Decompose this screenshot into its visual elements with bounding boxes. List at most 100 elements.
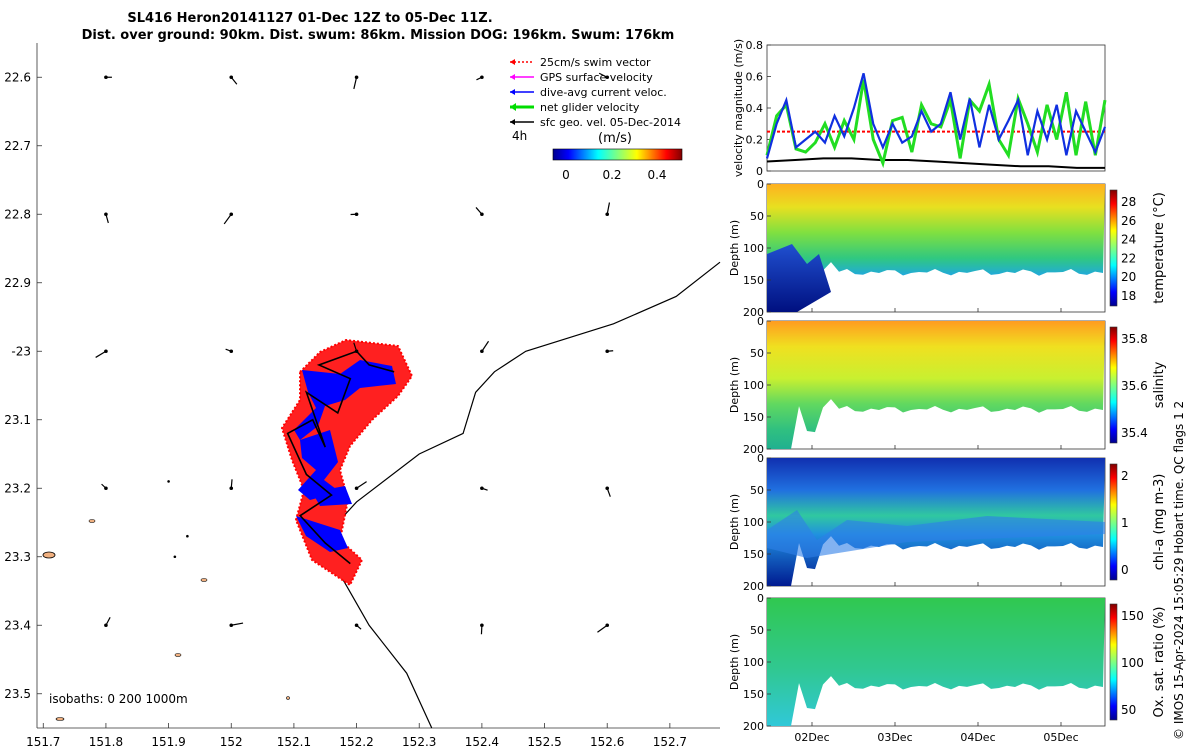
map-x-tick-label: 152.4 [465,735,499,749]
colorbar-tick-label: 100 [1121,656,1144,670]
map-y-tick-label: 22.7 [4,139,31,153]
map-x-tick-label: 152 [220,735,243,749]
colorbar-tick-label: 1 [1121,516,1129,530]
map-x-tick-label: 152.2 [339,735,373,749]
velocity-y-tick-label: 0 [756,165,763,178]
colorbar-tick-label: 28 [1121,195,1136,209]
figure-title-line2: Dist. over ground: 90km. Dist. swum: 86k… [82,28,675,43]
geo-velocity-arrowhead [355,75,359,79]
geo-velocity-arrowhead [605,623,609,627]
section-y-tick-label: 0 [757,452,764,465]
geo-velocity-arrowhead [104,75,108,79]
map-y-tick-label: 23.5 [4,687,31,701]
colorbar-tick: 0 [562,168,570,182]
geo-velocity-arrowhead [355,486,359,490]
section-y-tick-label: 0 [757,592,764,605]
map-x-tick-label: 152.6 [590,735,624,749]
reef-outline [89,520,95,523]
section-x-tick-label: 02Dec [794,731,829,744]
section-colorbar-label: salinity [1152,361,1167,408]
section-ylabel: Depth (m) [728,634,741,690]
reef-outline [175,654,181,657]
section-ylabel: Depth (m) [728,357,741,413]
legend-item-geo: sfc geo. vel. 05-Dec-2014 [510,116,681,129]
section-colorbar-label: Ox. sat. ratio (%) [1152,607,1167,718]
legend-label: GPS surface velocity [540,71,653,84]
geo-velocity-arrowhead [229,623,233,627]
section-ylabel: Depth (m) [728,220,741,276]
velocity-panel: 0 0.2 0.4 0.6 0.8 velocity magnitude (m/s) [732,39,1105,178]
colorbar-tick-label: 26 [1121,214,1136,228]
isobath-label: isobaths: 0 200 1000m [49,692,188,706]
map-y-tick-label: 23.2 [4,481,31,495]
geo-velocity-arrowhead [355,623,359,627]
velocity-y-tick-label: 0.4 [746,102,764,115]
velocity-y-tick-label: 0.2 [746,134,764,147]
map-x-tick-label: 152.1 [277,735,311,749]
section-x-tick-label: 05Dec [1043,731,1078,744]
colorbar-tick-label: 0 [1121,563,1129,577]
geo-velocity-arrowhead [229,486,233,490]
map-x-tick-label: 151.9 [151,735,185,749]
geo-velocity-point [481,624,484,627]
map-y-tick-label: 23.4 [4,618,31,632]
legend-label: dive-avg current veloc. [540,86,667,99]
section-y-tick-label: 150 [743,411,764,424]
section-y-tick-label: 100 [743,242,764,255]
section-colorbar-label: chl-a (mg m-3) [1152,474,1167,571]
colorbar-tick-label: 35.6 [1121,379,1148,393]
geo-velocity-point [174,555,177,558]
geo-velocity-arrowhead [480,349,484,353]
map-y-tick-label: 22.6 [4,70,31,84]
isobath-line [325,262,720,728]
geo-velocity-arrowhead [355,212,359,216]
section-y-tick-label: 100 [743,516,764,529]
map-legend: 25cm/s swim vector GPS surface velocity … [510,56,682,182]
colorbar-tick-label: 24 [1121,233,1136,247]
section-y-tick-label: 100 [743,656,764,669]
geo-velocity-arrowhead [229,349,233,353]
map-x-tick-label: 152.7 [653,735,687,749]
colorbar-title: (m/s) [598,131,632,146]
speed-colorbar [553,149,682,160]
section-y-tick-label: 50 [750,624,764,637]
geo-velocity-arrowhead [104,349,108,353]
legend-time-scale: 4h [512,129,527,143]
geo-velocity-arrow [607,202,609,214]
map-x-tick-label: 151.7 [26,735,60,749]
geo-velocity-arrowhead [104,486,108,490]
geo-velocity-point [167,480,170,483]
reef-outline [201,579,207,582]
section-y-tick-label: 150 [743,688,764,701]
section-x-tick-label: 04Dec [960,731,995,744]
velocity-y-tick-label: 0.8 [746,39,764,52]
section-y-tick-label: 50 [750,347,764,360]
geo-velocity-arrowhead [605,212,609,216]
colorbar-tick: 0.4 [647,168,666,182]
legend-item-gps: GPS surface velocity [510,71,653,84]
geo-velocity-arrow [354,77,357,89]
figure-title-line1: SL416 Heron20141127 01-Dec 12Z to 05-Dec… [127,11,492,26]
geo-velocity-arrowhead [355,349,359,353]
section-y-tick-label: 200 [743,720,764,733]
section-y-tick-label: 0 [757,315,764,328]
geo-velocity-arrowhead [480,212,484,216]
colorbar-tick-label: 22 [1121,251,1136,265]
section-ylabel: Depth (m) [728,494,741,550]
geo-velocity-arrowhead [480,75,484,79]
current-velocity-series [767,73,1105,158]
velocity-ylabel: velocity magnitude (m/s) [732,39,745,177]
map-y-tick-label: 22.9 [4,276,31,290]
geo-velocity-series [767,158,1105,167]
geo-velocity-point [186,535,189,538]
velocity-y-tick-label: 0.6 [746,71,764,84]
section-y-tick-label: 0 [757,178,764,191]
reef-outline [43,552,55,558]
section-colorbar [1110,464,1117,580]
map-y-tick-label: 23.3 [4,550,31,564]
